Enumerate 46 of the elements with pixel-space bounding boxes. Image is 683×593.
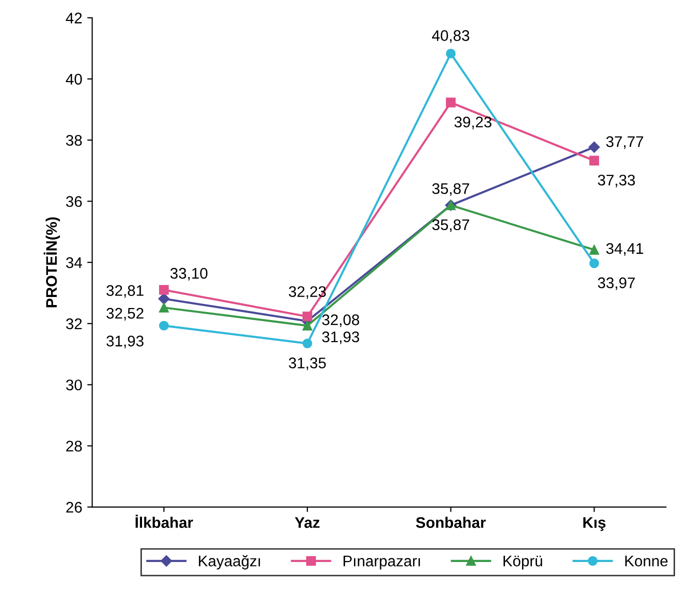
data-label: 33,97 [598, 277, 635, 290]
data-label: 40,83 [432, 30, 470, 43]
data-label: 39,23 [454, 116, 492, 130]
data-label: 37,33 [598, 174, 635, 188]
y-tick-label: 38 [66, 134, 82, 146]
y-tick-label: 30 [66, 380, 82, 390]
data-label: 35,87 [432, 219, 470, 232]
y-tick-label: 34 [66, 257, 82, 268]
x-tick-label: İlkbahar [136, 514, 193, 528]
data-label: 31,93 [322, 331, 360, 344]
y-tick-label: 40 [66, 74, 82, 85]
legend-label: Konne [625, 556, 668, 566]
data-label: 31,93 [106, 336, 144, 348]
data-label: 37,77 [606, 136, 644, 149]
legend-label: Pınarpazarı [344, 556, 420, 570]
point [159, 302, 169, 313]
point [589, 156, 600, 166]
y-tick-label: 28 [66, 440, 82, 452]
x-tick-label: Sonbahar [416, 516, 486, 528]
x-tick-label: Yaz [294, 517, 320, 528]
data-label: 32,52 [106, 308, 144, 321]
y-tick-label: 32 [66, 318, 82, 330]
y-tick-label: 42 [66, 12, 82, 24]
point [588, 142, 600, 153]
point [446, 98, 456, 108]
data-label: 34,41 [606, 243, 644, 256]
point [446, 48, 456, 58]
point [589, 258, 600, 268]
point [302, 320, 312, 331]
data-label: 32,81 [106, 285, 144, 298]
data-label: 33,10 [170, 268, 208, 281]
point [159, 285, 169, 295]
data-label: 32,08 [322, 314, 360, 328]
point [302, 338, 312, 348]
legend-label: Kayaağzı [198, 555, 260, 570]
y-tick-label: 36 [66, 196, 82, 207]
x-tick-label: Kış [583, 517, 606, 531]
y-axis-title: PROTEİN(%) [44, 217, 60, 308]
legend-label: Köprü [504, 556, 542, 570]
point [159, 320, 169, 331]
point [158, 293, 170, 304]
point [589, 245, 600, 255]
data-label: 31,35 [288, 358, 326, 370]
data-label: 35,87 [432, 183, 470, 196]
y-tick-label: 26 [66, 502, 82, 513]
point [302, 312, 312, 322]
